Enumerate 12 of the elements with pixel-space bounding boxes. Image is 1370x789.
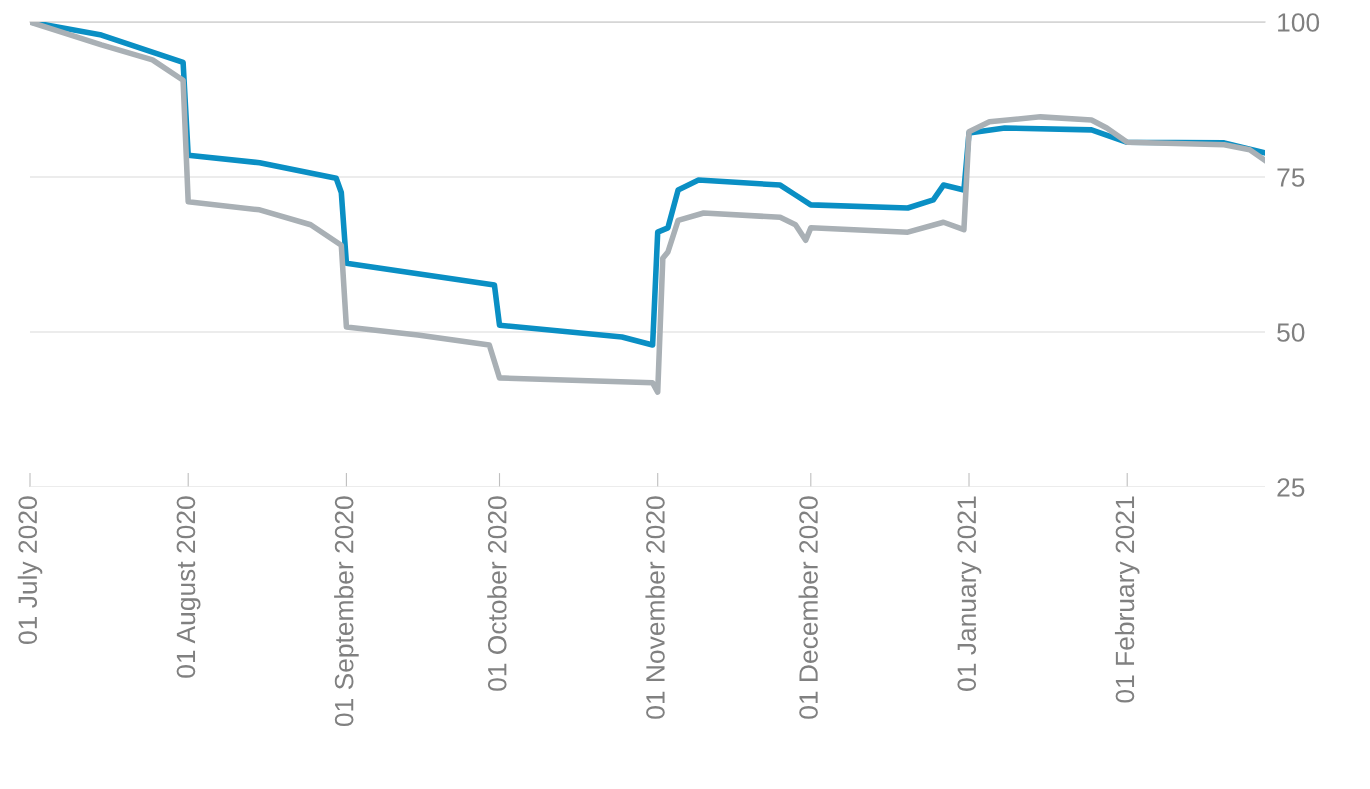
y-tick-label: 50	[1277, 323, 1305, 342]
x-tick-label: 01 February 2021	[1114, 496, 1140, 703]
x-tick-label: 01 December 2020	[798, 496, 818, 719]
y-tick-label: 100	[1278, 13, 1320, 32]
x-tick-label: 01 October 2020	[487, 496, 507, 691]
x-tick-label: 01 September 2020	[334, 496, 359, 727]
y-tick-label: 25	[1277, 478, 1305, 497]
x-tick-label: 01 July 2020	[17, 496, 43, 644]
x-tick-label: 01 January 2021	[957, 496, 982, 691]
x-tick-label: 01 November 2020	[645, 496, 665, 719]
x-tick-label: 01 August 2020	[176, 496, 201, 678]
y-tick-label: 75	[1277, 168, 1305, 187]
